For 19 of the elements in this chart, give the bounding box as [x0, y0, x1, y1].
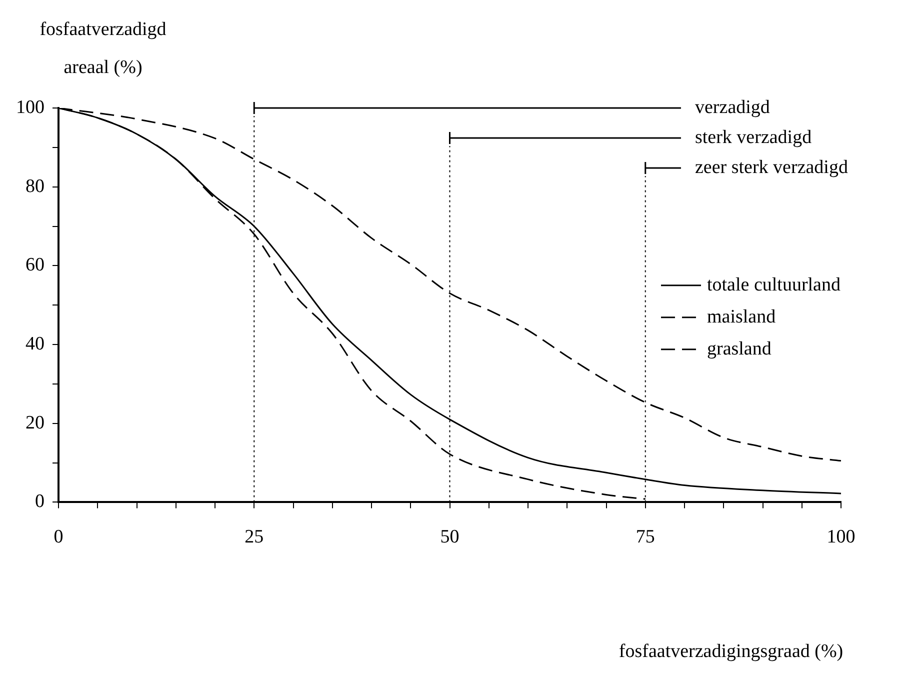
legend-label: totale cultuurland: [707, 274, 841, 296]
x-tick-label: 100: [826, 526, 856, 548]
legend-label: maisland: [707, 306, 776, 328]
ref-line-label: verzadigd: [695, 96, 770, 118]
y-tick-label: 80: [26, 176, 44, 197]
y-tick-label: 60: [26, 254, 44, 276]
y-tick-label: 40: [26, 334, 44, 355]
ref-line-label: sterk verzadigd: [695, 126, 812, 148]
y-tick-label: 100: [16, 96, 44, 118]
legend-label: grasland: [707, 338, 772, 360]
x-tick-label: 25: [244, 526, 264, 548]
x-tick-label: 75: [636, 526, 655, 548]
y-tick-label: 0: [35, 491, 44, 512]
x-tick-label: 0: [54, 526, 64, 548]
y-tick-label: 20: [26, 412, 44, 434]
x-tick-label: 50: [440, 526, 460, 548]
ref-line-label: zeer sterk verzadigd: [695, 156, 848, 178]
x-axis-title: fosfaatverzadigingsgraad (%): [618, 640, 844, 662]
y-axis-title: fosfaatverzadigd areaal (%): [40, 18, 167, 78]
